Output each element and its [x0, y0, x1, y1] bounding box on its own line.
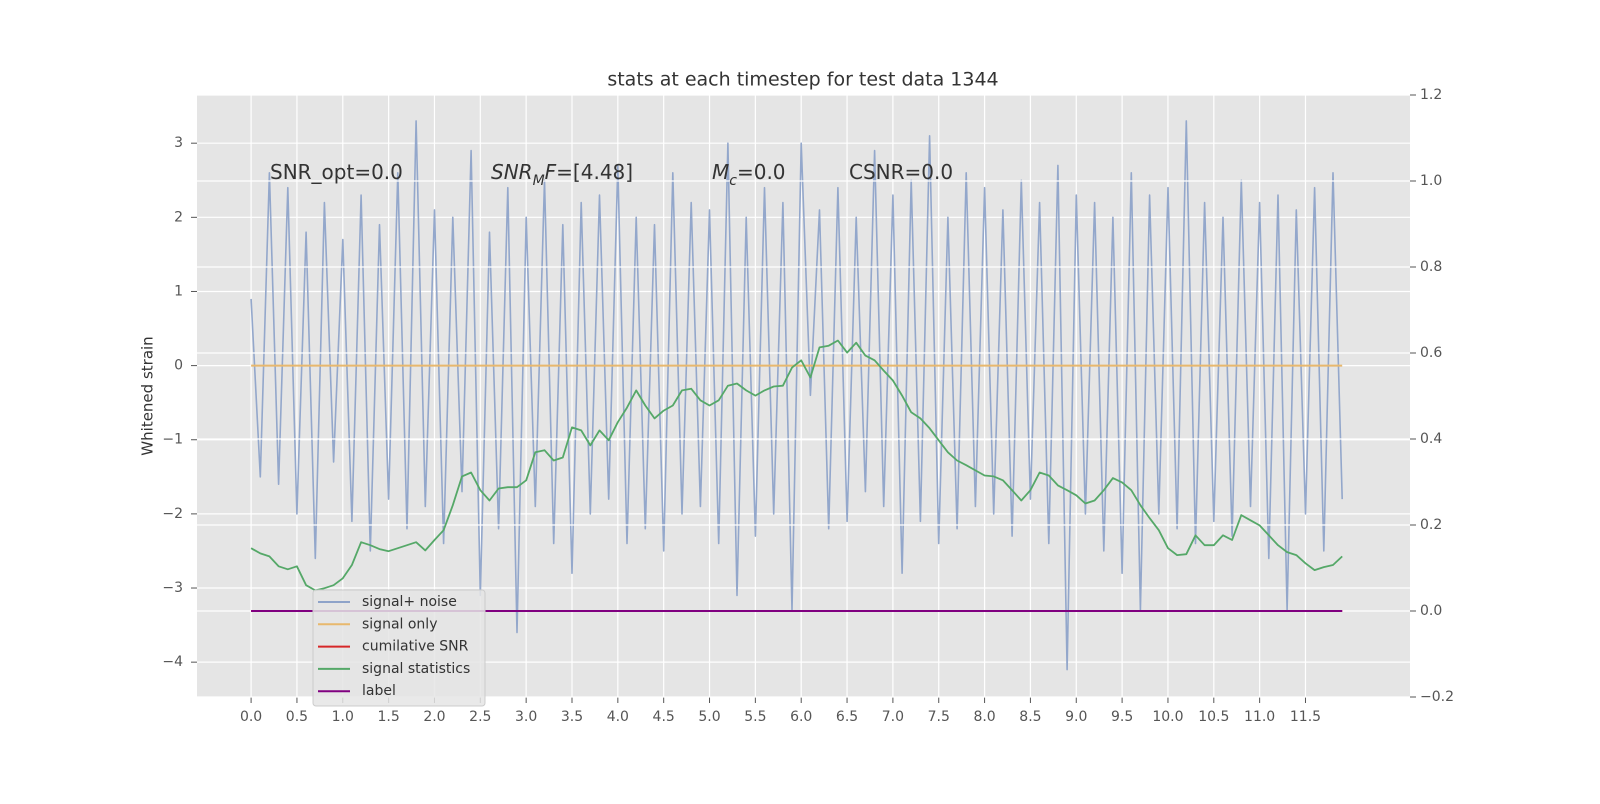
x-tick-label: 0.0	[240, 709, 262, 725]
x-tick-label: 7.5	[928, 709, 950, 725]
y-tick-label: 1	[174, 283, 183, 299]
x-tick-label: 7.0	[882, 709, 904, 725]
x-tick-label: 4.0	[607, 709, 629, 725]
annotation: SNR_opt=0.0	[270, 160, 403, 184]
x-tick-label: 1.0	[332, 709, 354, 725]
x-tick-label: 9.0	[1065, 709, 1087, 725]
annotation: Mc=0.0	[712, 160, 786, 190]
chart-title: stats at each timestep for test data 134…	[607, 69, 998, 91]
x-tick-label: 8.0	[973, 709, 995, 725]
y-tick-label: −4	[162, 654, 183, 670]
y2-tick-label: 1.2	[1420, 87, 1442, 103]
series-line	[250, 339, 1343, 592]
x-tick-label: 3.0	[515, 709, 537, 725]
x-tick-label: 0.5	[286, 709, 308, 725]
y-axis-label: Whitened strain	[139, 336, 157, 455]
annotation: CSNR=0.0	[849, 160, 953, 184]
x-tick-label: 2.5	[469, 709, 491, 725]
x-tick-label: 11.0	[1244, 709, 1275, 725]
legend-label: cumilative SNR	[362, 639, 469, 655]
legend-label: signal statistics	[362, 661, 470, 677]
y2-tick-label: 1.0	[1420, 173, 1442, 189]
x-tick-label: 1.5	[377, 709, 399, 725]
annotation-part: CSNR=0.0	[849, 160, 953, 184]
y-tick-label: 3	[174, 135, 183, 151]
y-tick-label: −2	[162, 506, 183, 522]
legend-label: signal+ noise	[362, 594, 457, 610]
x-tick-label: 3.5	[561, 709, 583, 725]
annotation-part: =[4.48]	[556, 160, 633, 184]
y2-tick-label: 0.8	[1420, 259, 1442, 275]
annotation-part: =0.0	[737, 160, 786, 184]
y-tick-label: −1	[162, 432, 183, 448]
y2-tick-label: 0.4	[1420, 431, 1442, 447]
series-line	[250, 120, 1343, 671]
x-tick-label: 10.0	[1152, 709, 1183, 725]
x-tick-label: 5.5	[744, 709, 766, 725]
annotation-part: F	[545, 160, 557, 184]
legend-label: label	[362, 683, 396, 699]
y2-tick-label: 0.2	[1420, 517, 1442, 533]
annotation-part: M	[712, 160, 729, 184]
x-tick-label: 8.5	[1019, 709, 1041, 725]
annotation-part: SNR	[491, 160, 533, 184]
x-tick-label: 4.5	[653, 709, 675, 725]
y2-tick-label: 0.0	[1420, 603, 1442, 619]
y-tick-label: 0	[174, 358, 183, 374]
x-tick-label: 5.0	[698, 709, 720, 725]
annotation-part: M	[533, 173, 545, 189]
x-tick-label: 6.0	[790, 709, 812, 725]
legend-label: signal only	[362, 616, 437, 632]
x-tick-label: 11.5	[1290, 709, 1321, 725]
x-tick-label: 9.5	[1111, 709, 1133, 725]
y-tick-label: −3	[162, 580, 183, 596]
annotation-part: SNR_opt=0.0	[270, 160, 403, 184]
x-tick-label: 2.0	[423, 709, 445, 725]
y-tick-label: 2	[174, 209, 183, 225]
y2-tick-label: −0.2	[1420, 689, 1454, 705]
x-tick-label: 6.5	[836, 709, 858, 725]
annotation: SNRMF=[4.48]	[491, 160, 633, 190]
y2-tick-label: 0.6	[1420, 345, 1442, 361]
x-tick-label: 10.5	[1198, 709, 1229, 725]
legend-box	[312, 589, 486, 707]
annotation-part: c	[729, 173, 737, 189]
